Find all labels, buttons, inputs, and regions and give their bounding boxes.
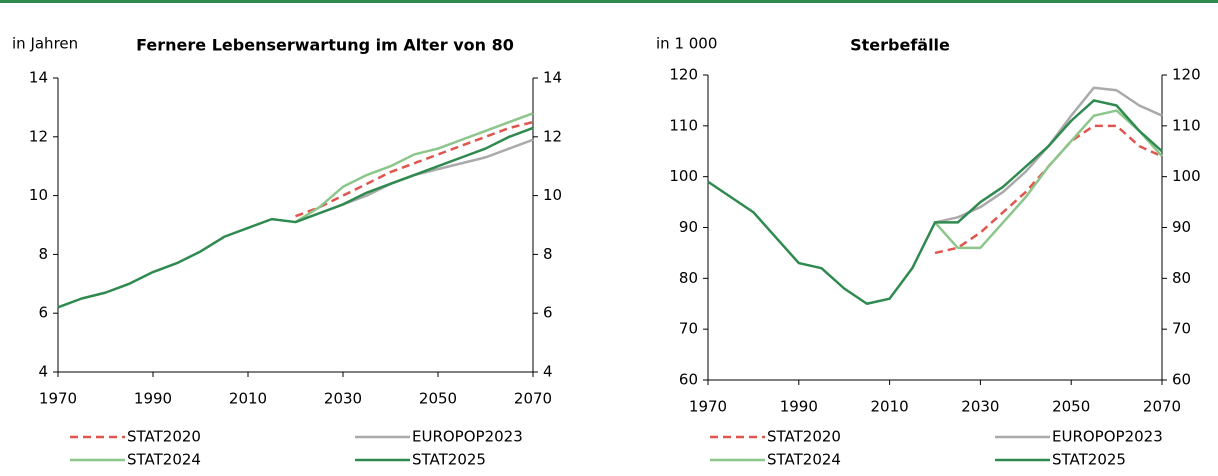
x-tick-label: 2070 bbox=[514, 390, 552, 408]
x-tick-label: 2010 bbox=[871, 398, 909, 416]
y2-tick-label: 8 bbox=[543, 245, 553, 263]
legend-label: STAT2025 bbox=[1052, 451, 1126, 469]
x-tick-label: 1990 bbox=[134, 390, 172, 408]
x-tick-label: 2050 bbox=[419, 390, 457, 408]
legend-label: STAT2020 bbox=[127, 428, 201, 446]
series-line bbox=[294, 112, 534, 224]
x-tick-label: 2050 bbox=[1052, 398, 1090, 416]
y-tick-label: 8 bbox=[38, 245, 48, 263]
y-tick-label: 12 bbox=[29, 127, 48, 145]
y-tick-label: 14 bbox=[29, 69, 48, 87]
y2-tick-label: 70 bbox=[1172, 320, 1191, 338]
y-tick-label: 90 bbox=[679, 218, 698, 236]
y2-tick-label: 80 bbox=[1172, 269, 1191, 287]
y-tick-label: 10 bbox=[29, 186, 48, 204]
legend-label: STAT2024 bbox=[127, 451, 201, 469]
y-tick-label: 70 bbox=[679, 320, 698, 338]
y-tick-label: 120 bbox=[669, 66, 698, 84]
y2-tick-label: 90 bbox=[1172, 218, 1191, 236]
y2-tick-label: 12 bbox=[543, 127, 562, 145]
chart-title: Sterbefälle bbox=[850, 36, 950, 55]
y-axis-label: in Jahren bbox=[12, 35, 78, 53]
y2-tick-label: 4 bbox=[543, 363, 553, 381]
series-line bbox=[57, 126, 534, 309]
y-axis-label: in 1 000 bbox=[656, 35, 717, 53]
x-tick-label: 1970 bbox=[39, 390, 77, 408]
x-tick-label: 1990 bbox=[780, 398, 818, 416]
series-line bbox=[707, 99, 1163, 305]
chart-title: Fernere Lebenserwartung im Alter von 80 bbox=[136, 36, 514, 55]
legend-label: EUROPOP2023 bbox=[412, 428, 523, 446]
y2-tick-label: 10 bbox=[543, 186, 562, 204]
x-tick-label: 1970 bbox=[689, 398, 727, 416]
top-rule bbox=[0, 0, 1218, 3]
y-tick-label: 4 bbox=[38, 363, 48, 381]
y2-tick-label: 6 bbox=[543, 304, 553, 322]
series-line bbox=[934, 109, 1163, 250]
legend-label: STAT2025 bbox=[412, 451, 486, 469]
y2-tick-label: 100 bbox=[1172, 167, 1201, 185]
y2-tick-label: 14 bbox=[543, 69, 562, 87]
x-tick-label: 2030 bbox=[324, 390, 362, 408]
y2-tick-label: 110 bbox=[1172, 116, 1201, 134]
series-line bbox=[295, 120, 534, 218]
legend-label: STAT2020 bbox=[767, 428, 841, 446]
y2-tick-label: 120 bbox=[1172, 66, 1201, 84]
x-tick-label: 2030 bbox=[961, 398, 999, 416]
y-tick-label: 80 bbox=[679, 269, 698, 287]
y-tick-label: 6 bbox=[38, 304, 48, 322]
y-tick-label: 110 bbox=[669, 116, 698, 134]
y-tick-label: 60 bbox=[679, 371, 698, 389]
y-tick-label: 100 bbox=[669, 167, 698, 185]
x-tick-label: 2070 bbox=[1143, 398, 1181, 416]
series-line bbox=[934, 86, 1163, 224]
legend-label: EUROPOP2023 bbox=[1052, 428, 1163, 446]
legend-label: STAT2024 bbox=[767, 451, 841, 469]
x-tick-label: 2010 bbox=[229, 390, 267, 408]
y2-tick-label: 60 bbox=[1172, 371, 1191, 389]
